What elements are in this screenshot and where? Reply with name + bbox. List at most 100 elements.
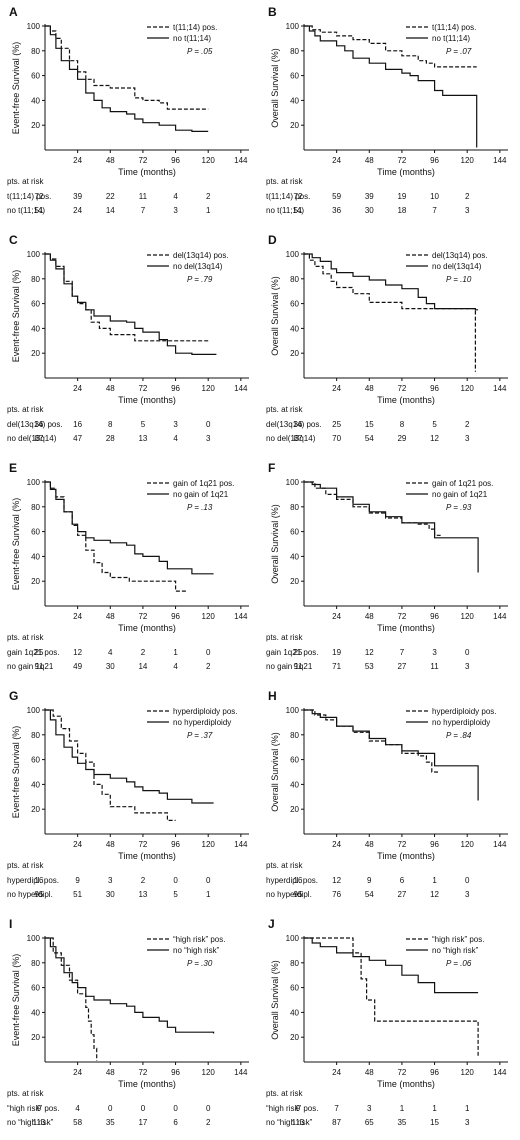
risk-count: 25	[332, 420, 341, 429]
x-tick-label: 96	[430, 156, 439, 165]
km-curve	[304, 481, 479, 573]
x-tick-label: 144	[493, 156, 507, 165]
legend-entry: gain of 1q21 pos.	[432, 479, 493, 488]
x-tick-label: 120	[461, 840, 475, 849]
y-tick-label: 60	[290, 300, 299, 309]
x-tick-label: 72	[138, 156, 147, 165]
y-tick-label: 20	[290, 121, 299, 130]
risk-count: 16	[35, 876, 44, 885]
x-tick-label: 48	[106, 612, 115, 621]
risk-row-label: no “high risk”	[7, 1118, 54, 1127]
risk-count: 70	[332, 434, 341, 443]
x-tick-label: 48	[365, 1068, 374, 1077]
x-tick-label: 48	[106, 840, 115, 849]
risk-count: 5	[141, 420, 146, 429]
x-tick-label: 96	[171, 612, 180, 621]
risk-count: 25	[35, 648, 44, 657]
risk-count: 36	[35, 420, 44, 429]
risk-count: 9	[367, 876, 372, 885]
risk-count: 11	[430, 662, 439, 671]
km-curve	[304, 253, 479, 311]
x-tick-label: 48	[365, 612, 374, 621]
y-tick-label: 40	[290, 780, 299, 789]
risk-row-label: gain 1q21 pos.	[266, 648, 319, 657]
risk-header: pts. at risk	[7, 177, 44, 186]
risk-count: 14	[138, 662, 147, 671]
risk-count: 27	[397, 662, 406, 671]
risk-count: 3	[206, 434, 211, 443]
x-axis-label: Time (months)	[377, 623, 435, 633]
x-axis-label: Time (months)	[118, 167, 176, 177]
x-tick-label: 144	[234, 840, 248, 849]
y-tick-label: 60	[31, 300, 40, 309]
risk-count: 35	[106, 1118, 115, 1127]
risk-count: 25	[294, 648, 303, 657]
y-tick-label: 60	[31, 72, 40, 81]
risk-count: 15	[430, 1118, 439, 1127]
km-curve	[45, 937, 98, 1061]
y-tick-label: 40	[31, 96, 40, 105]
risk-count: 10	[430, 192, 439, 201]
risk-count: 0	[206, 876, 211, 885]
x-tick-label: 120	[461, 156, 475, 165]
legend-entry: no del(13q14)	[173, 262, 223, 271]
y-tick-label: 80	[31, 959, 40, 968]
legend-entry: hyperdiploidy pos.	[173, 707, 237, 716]
km-curve	[304, 937, 479, 994]
risk-count: 13	[138, 434, 147, 443]
legend-entry: no t(11;14)	[432, 34, 470, 43]
risk-count: 3	[465, 662, 470, 671]
risk-count: 87	[35, 434, 44, 443]
y-tick-label: 20	[31, 349, 40, 358]
panel-label: D	[268, 233, 277, 247]
y-axis-label: Overall Survival (%)	[270, 504, 280, 584]
km-curve	[45, 253, 217, 355]
km-curve	[304, 25, 477, 68]
risk-count: 2	[141, 648, 146, 657]
risk-count: 113	[292, 1118, 305, 1127]
x-tick-label: 24	[332, 384, 341, 393]
y-tick-label: 40	[31, 1008, 40, 1017]
risk-row-label: t(11;14) pos.	[266, 192, 310, 201]
risk-count: 76	[332, 890, 341, 899]
legend-entry: no “high risk”	[173, 946, 220, 955]
y-tick-label: 20	[31, 121, 40, 130]
km-curve	[304, 937, 479, 1056]
x-tick-label: 96	[171, 384, 180, 393]
risk-count: 19	[397, 192, 406, 201]
risk-count: 16	[294, 876, 303, 885]
x-tick-label: 48	[106, 384, 115, 393]
risk-row-label: no del(13q14)	[7, 434, 57, 443]
risk-count: 3	[465, 206, 470, 215]
panel-d: D 100 80 60 40 20 24 48 72 96 120 144 Time (months) O…	[266, 233, 508, 443]
panel-label: A	[9, 5, 18, 19]
y-tick-label: 100	[27, 250, 41, 259]
risk-count: 3	[432, 648, 437, 657]
risk-count: 12	[430, 434, 439, 443]
y-tick-label: 60	[290, 72, 299, 81]
x-tick-label: 24	[73, 384, 82, 393]
x-tick-label: 144	[493, 840, 507, 849]
risk-count: 1	[432, 1104, 437, 1113]
risk-count: 2	[206, 1118, 211, 1127]
legend-entry: del(13q14) pos.	[432, 251, 488, 260]
x-tick-label: 24	[332, 1068, 341, 1077]
x-tick-label: 72	[138, 1068, 147, 1077]
risk-count: 3	[465, 890, 470, 899]
risk-count: 3	[465, 434, 470, 443]
p-value: P = .93	[446, 503, 472, 512]
risk-row-label: no gain 1q21	[266, 662, 313, 671]
risk-count: 53	[365, 662, 374, 671]
p-value: P = .79	[187, 275, 213, 284]
risk-header: pts. at risk	[7, 1089, 44, 1098]
risk-count: 0	[173, 876, 178, 885]
risk-count: 27	[397, 890, 406, 899]
risk-row-label: no del(13q14)	[266, 434, 316, 443]
x-tick-label: 120	[461, 612, 475, 621]
risk-header: pts. at risk	[266, 177, 303, 186]
risk-header: pts. at risk	[266, 633, 303, 642]
risk-count: 59	[332, 192, 341, 201]
legend-entry: “high risk” pos.	[173, 935, 225, 944]
y-tick-label: 80	[290, 731, 299, 740]
km-curve	[45, 25, 209, 110]
